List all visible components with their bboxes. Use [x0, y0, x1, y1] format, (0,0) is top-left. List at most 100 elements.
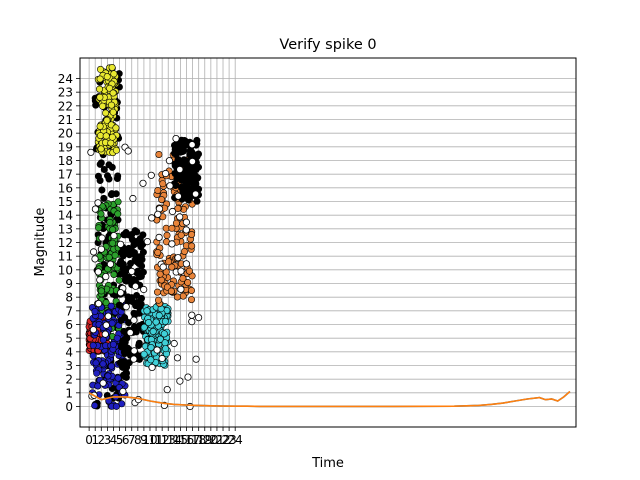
scatter-point [182, 226, 190, 234]
scatter-point [102, 321, 110, 329]
scatter-point [107, 302, 115, 310]
scatter-point [113, 334, 121, 342]
scatter-point [181, 248, 189, 256]
scatter-point [172, 181, 180, 189]
scatter-point [171, 142, 179, 150]
scatter-point [112, 146, 120, 154]
scatter-point [177, 267, 185, 275]
scatter-point [119, 252, 127, 260]
scatter-point [102, 272, 110, 281]
scatter-point [124, 147, 132, 155]
scatter-point [162, 345, 170, 353]
scatter-point [140, 323, 148, 331]
scatter-point [156, 335, 164, 343]
scatter-point [130, 249, 138, 257]
scatter-point [158, 196, 166, 204]
scatter-point [175, 158, 183, 166]
scatter-point [193, 197, 201, 205]
scatter-point [162, 169, 170, 178]
scatter-point [97, 287, 105, 295]
scatter-point [179, 274, 187, 282]
scatter-point [96, 122, 104, 130]
scatter-point [109, 89, 117, 97]
scatter-point [188, 157, 196, 166]
y-tick-label: 16 [58, 181, 73, 195]
scatter-point [95, 299, 103, 308]
scatter-point [133, 228, 141, 236]
y-tick-label: 4 [65, 345, 73, 359]
y-tick-label: 0 [65, 400, 73, 414]
scatter-point [105, 253, 113, 261]
scatter-point [184, 278, 192, 286]
scatter-point [111, 251, 119, 259]
y-tick-label: 8 [65, 291, 73, 305]
scatter-point [91, 205, 100, 213]
scatter-point [177, 285, 185, 293]
scatter-point [90, 248, 98, 256]
scatter-point [112, 124, 120, 132]
scatter-point [192, 355, 200, 363]
scatter-point [195, 313, 203, 322]
scatter-point [138, 294, 146, 302]
scatter-point [102, 109, 110, 117]
scatter-point [165, 258, 173, 266]
x-tick-label: 15 [173, 433, 188, 447]
series-line [88, 390, 571, 408]
scatter-point [161, 317, 169, 325]
y-tick-label: 21 [58, 113, 73, 127]
scatter-point [174, 254, 182, 262]
scatter-point [172, 219, 180, 227]
scatter-point [184, 174, 192, 182]
scatter-point [140, 350, 148, 358]
scatter-point [195, 163, 203, 171]
chart-title: Verify spike 0 [279, 37, 376, 53]
scatter-point [95, 224, 103, 232]
scatter-point [106, 84, 114, 92]
scatter-point [91, 307, 99, 315]
scatter-point [98, 234, 106, 242]
y-tick-label: 15 [58, 195, 73, 209]
x-tick-label: 9 [140, 433, 148, 447]
x-tick-label: 0 [85, 433, 93, 447]
scatter-point [119, 387, 127, 395]
scatter-point [100, 194, 108, 202]
scatter-point [97, 245, 106, 253]
y-tick-label: 2 [65, 373, 73, 387]
scatter-points [85, 64, 203, 411]
y-tick-label: 12 [58, 236, 73, 250]
scatter-point [94, 199, 102, 207]
scatter-point [123, 277, 131, 285]
scatter-point [99, 360, 107, 368]
scatter-point [139, 179, 147, 187]
x-tick-label: 12 [155, 433, 170, 447]
scatter-point [168, 263, 176, 271]
x-tick-label: 22 [215, 433, 230, 447]
ticks: 0123456789101112131415161718192021222324… [58, 72, 243, 447]
y-tick-label: 6 [65, 318, 73, 332]
scatter-point [130, 309, 138, 317]
scatter-point [158, 354, 166, 363]
y-tick-label: 5 [65, 332, 73, 346]
scatter-point [166, 182, 174, 190]
x-tick-label: 2 [97, 433, 105, 447]
y-tick-label: 24 [58, 72, 73, 86]
scatter-point [139, 268, 147, 276]
scatter-point [118, 343, 126, 351]
scatter-point [154, 210, 162, 218]
scatter-point [109, 108, 117, 116]
scatter-point [128, 267, 136, 275]
scatter-point [188, 141, 196, 149]
scatter-point [161, 339, 169, 347]
scatter-point [143, 238, 151, 246]
scatter-point [179, 292, 187, 300]
scatter-point [106, 260, 115, 268]
scatter-point [160, 330, 168, 338]
scatter-point [182, 218, 190, 226]
scatter-point [110, 232, 118, 240]
scatter-point [99, 379, 107, 387]
scatter-point [109, 340, 117, 348]
scatter-point [117, 289, 125, 297]
series-lines [88, 390, 571, 408]
scatter-point [114, 374, 122, 382]
scatter-point [135, 341, 143, 349]
